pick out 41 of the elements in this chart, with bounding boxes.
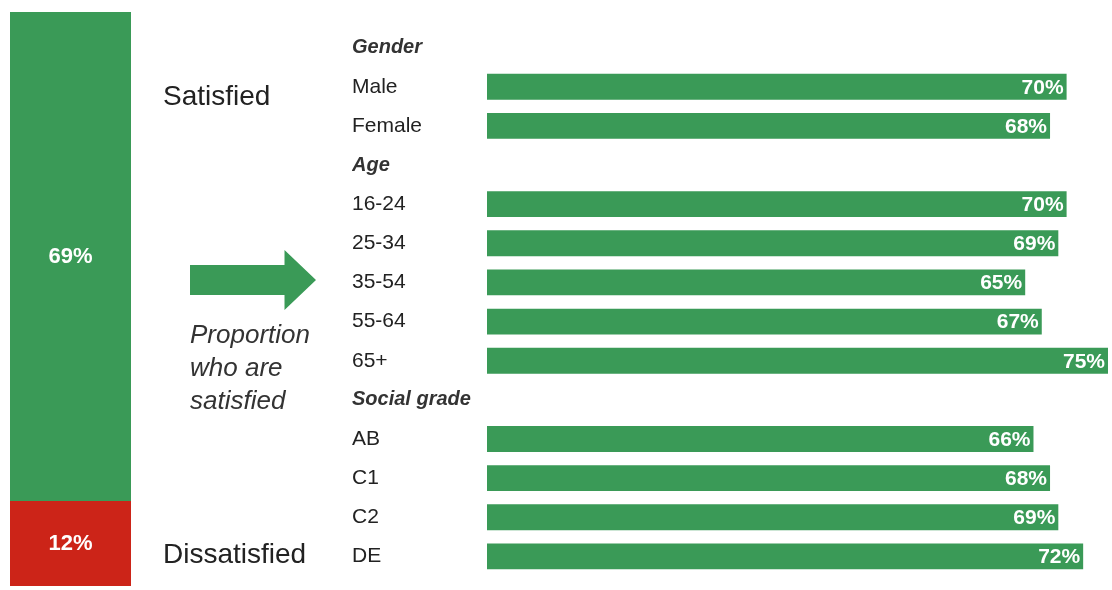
data-label: 65% (980, 270, 1023, 294)
data-label: 70% (1021, 74, 1064, 98)
bar (487, 543, 1084, 570)
data-label: 75% (1062, 348, 1106, 372)
y-tick-label: DE (352, 543, 382, 567)
bar (487, 347, 1108, 374)
y-tick-label: 65+ (352, 347, 388, 371)
bar (487, 73, 1067, 100)
y-tick-label: C1 (352, 464, 379, 488)
bar (487, 465, 1051, 492)
series-label: Satisfied (163, 79, 271, 111)
data-label: 69% (48, 242, 93, 268)
y-tick-label: C2 (352, 504, 379, 528)
data-label: 70% (1021, 191, 1064, 215)
data-label: 69% (1013, 231, 1056, 255)
text: Proportion who are satisfied (190, 318, 311, 417)
bar (487, 230, 1059, 257)
bar (487, 191, 1067, 218)
y-tick-label: 25-34 (352, 230, 407, 254)
data-label: 66% (988, 426, 1031, 450)
data-label: 72% (1038, 544, 1081, 568)
bar (487, 308, 1042, 335)
y-tick-label: Male (352, 73, 398, 97)
series-label: Dissatisfied (163, 538, 307, 570)
data-label: 69% (1013, 505, 1056, 529)
y-tick-label: Female (352, 112, 423, 136)
y-tick-label: AB (352, 425, 381, 449)
y-tick-label: 35-54 (352, 269, 407, 293)
y-tick-label: Age (351, 152, 390, 175)
data-label: 68% (1005, 113, 1048, 137)
bar (487, 426, 1034, 452)
bar (487, 504, 1059, 531)
y-tick-label: 55-64 (352, 308, 407, 332)
data-label: 12% (48, 529, 93, 555)
y-tick-label: Gender (352, 35, 424, 58)
y-tick-label: 16-24 (352, 190, 407, 214)
y-tick-label: Social grade (352, 387, 471, 410)
data-label: 68% (1005, 465, 1048, 489)
bar (487, 269, 1026, 296)
bar (487, 112, 1051, 139)
data-label: 67% (996, 309, 1040, 333)
